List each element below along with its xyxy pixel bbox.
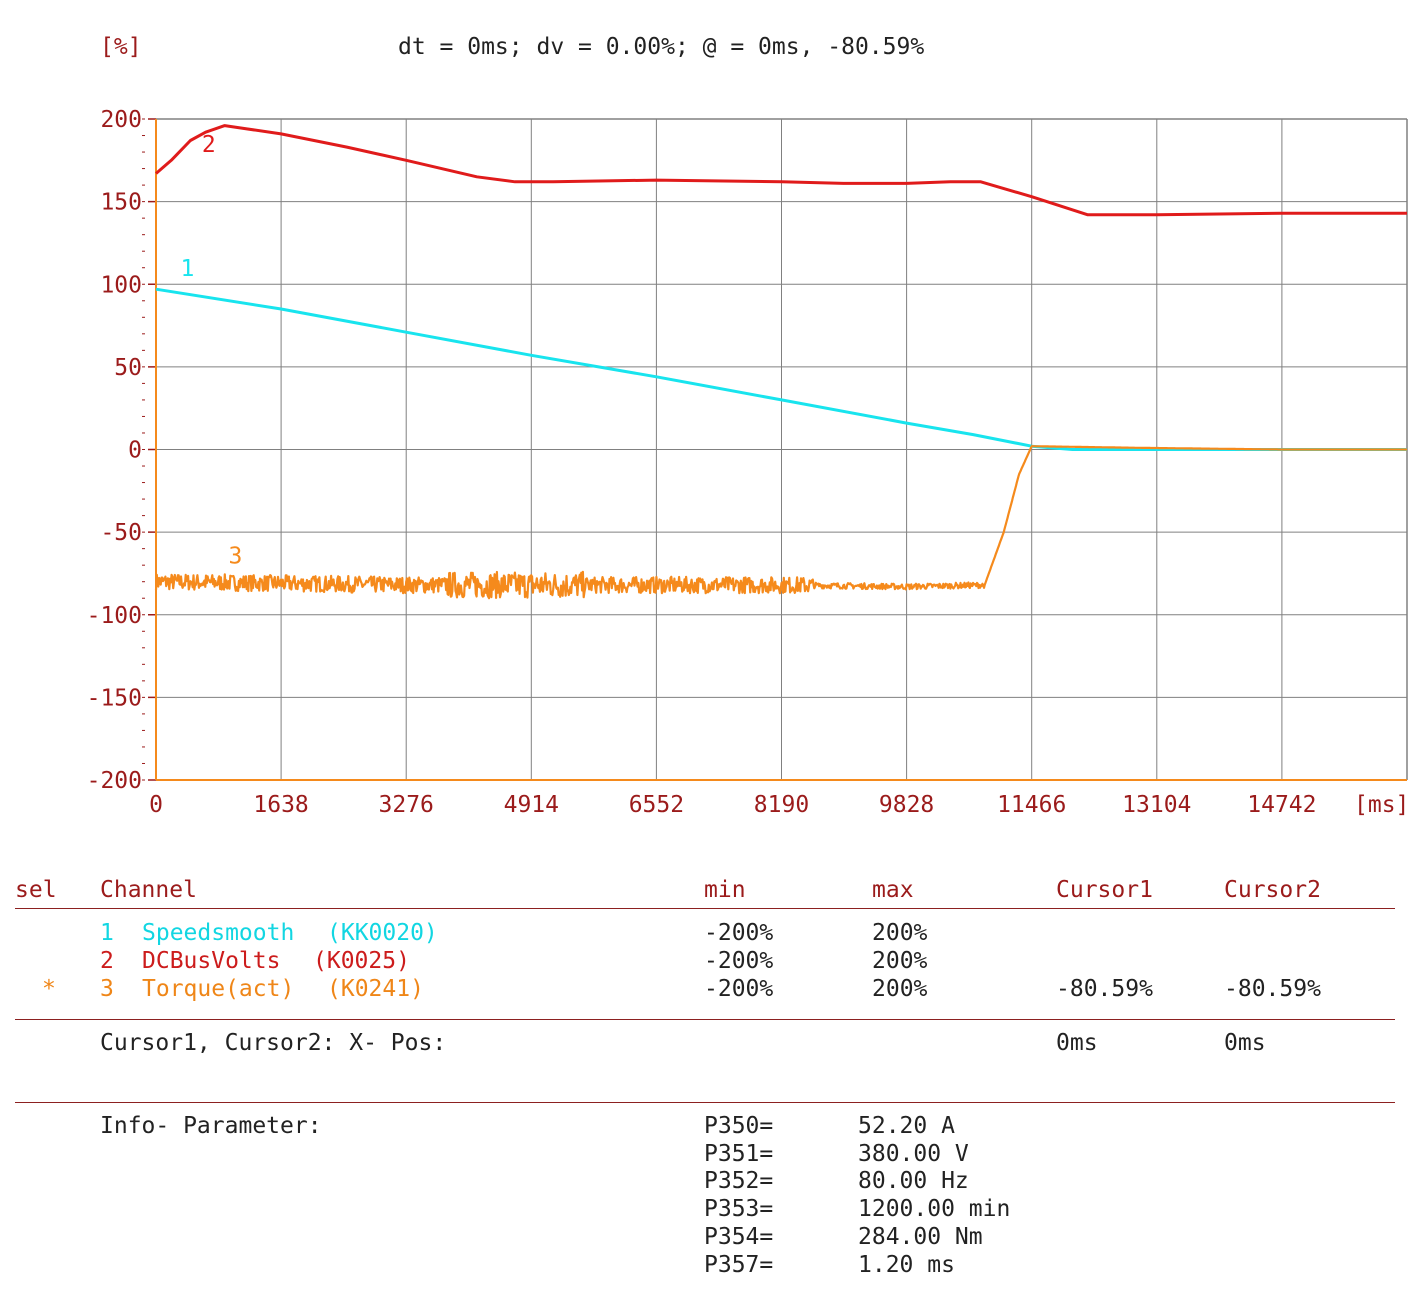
series-number-labels: 1 2 3 bbox=[180, 132, 242, 569]
series-label-1: 1 bbox=[180, 256, 194, 282]
param-value: 52.20 A bbox=[858, 1113, 955, 1139]
param-name: P351= bbox=[704, 1141, 774, 1167]
channel-max: 200% bbox=[872, 948, 928, 974]
x-tick-label: 3276 bbox=[379, 792, 434, 818]
param-value: 284.00 Nm bbox=[858, 1224, 983, 1250]
y-minor-ticks bbox=[142, 118, 145, 781]
trace-chart[interactable]: 200 150 100 50 0 -50 -100 -150 -200 0 1638 3276 491… bbox=[0, 0, 1424, 860]
channel-min: -200% bbox=[704, 948, 774, 974]
param-name: P354= bbox=[704, 1224, 774, 1250]
y-tick-label: -200 bbox=[87, 768, 142, 794]
param-name: P357= bbox=[704, 1252, 774, 1278]
x-tick-label: 11466 bbox=[997, 792, 1066, 818]
series-label-2: 2 bbox=[202, 132, 216, 158]
cursor2-x-pos: 0ms bbox=[1224, 1030, 1266, 1056]
x-tick-label: 4914 bbox=[504, 792, 559, 818]
x-tick-label: 0 bbox=[149, 792, 163, 818]
cursor-pos-label: Cursor1, Cursor2: X- Pos: bbox=[100, 1030, 447, 1056]
param-name: P353= bbox=[704, 1196, 774, 1222]
channel-min: -200% bbox=[704, 976, 774, 1002]
y-tick-label: 100 bbox=[100, 272, 142, 298]
y-tick-label: 50 bbox=[114, 355, 142, 381]
channel-max: 200% bbox=[872, 920, 928, 946]
x-tick-label: 13104 bbox=[1122, 792, 1191, 818]
param-value: 1200.00 min bbox=[858, 1196, 1011, 1222]
channel-number: 1 bbox=[100, 920, 114, 946]
rows-divider bbox=[15, 1019, 1395, 1020]
header-divider bbox=[15, 908, 1395, 909]
col-header-min: min bbox=[704, 877, 746, 903]
y-tick-label: 0 bbox=[128, 438, 142, 464]
series-line-1[interactable] bbox=[155, 287, 1407, 451]
channel-name: DCBusVolts bbox=[142, 948, 281, 974]
cursor1-x-pos: 0ms bbox=[1056, 1030, 1098, 1056]
x-axis-unit-label: [ms] bbox=[1354, 792, 1409, 818]
row-select-marker: * bbox=[42, 976, 56, 1002]
param-value: 1.20 ms bbox=[858, 1252, 955, 1278]
channel-name: Torque(act) bbox=[142, 976, 295, 1002]
x-tick-label: 14742 bbox=[1247, 792, 1316, 818]
chart-series bbox=[154, 124, 1408, 600]
col-header-sel: sel bbox=[15, 877, 57, 903]
col-header-channel: Channel bbox=[100, 877, 197, 903]
y-tick-label: -150 bbox=[87, 685, 142, 711]
channel-cursor1: -80.59% bbox=[1056, 976, 1153, 1002]
param-value: 380.00 V bbox=[858, 1141, 969, 1167]
param-value: 80.00 Hz bbox=[858, 1168, 969, 1194]
channel-cursor2: -80.59% bbox=[1224, 976, 1321, 1002]
channel-number: 3 bbox=[100, 976, 114, 1002]
x-tick-label: 9828 bbox=[879, 792, 934, 818]
col-header-max: max bbox=[872, 877, 914, 903]
y-tick-label: 200 bbox=[100, 107, 142, 133]
channel-code: (KK0020) bbox=[327, 920, 438, 946]
channel-code: (K0241) bbox=[327, 976, 424, 1002]
col-header-cursor1: Cursor1 bbox=[1056, 877, 1153, 903]
series-line-3[interactable] bbox=[154, 445, 1408, 600]
col-header-cursor2: Cursor2 bbox=[1224, 877, 1321, 903]
x-tick-label: 1638 bbox=[253, 792, 308, 818]
channel-min: -200% bbox=[704, 920, 774, 946]
y-tick-label: 150 bbox=[100, 190, 142, 216]
y-tick-labels: 200 150 100 50 0 -50 -100 -150 -200 bbox=[87, 107, 142, 794]
channel-number: 2 bbox=[100, 948, 114, 974]
y-tick-label: -100 bbox=[87, 603, 142, 629]
channel-max: 200% bbox=[872, 976, 928, 1002]
x-tick-label: 8190 bbox=[754, 792, 809, 818]
y-tick-label: -50 bbox=[100, 520, 142, 546]
info-parameter-label: Info- Parameter: bbox=[100, 1113, 322, 1139]
channel-name: Speedsmooth bbox=[142, 920, 295, 946]
y-unit-label: [%] bbox=[100, 34, 142, 60]
channel-code: (K0025) bbox=[313, 948, 410, 974]
param-name: P350= bbox=[704, 1113, 774, 1139]
series-label-3: 3 bbox=[229, 544, 243, 570]
cursor-divider bbox=[15, 1102, 1395, 1103]
cursor-readout: dt = 0ms; dv = 0.00%; @ = 0ms, -80.59% bbox=[398, 34, 925, 60]
x-tick-label: 6552 bbox=[629, 792, 684, 818]
param-name: P352= bbox=[704, 1168, 774, 1194]
x-tick-labels: 0 1638 3276 4914 6552 8190 9828 11466 13104 14742 bbox=[149, 792, 1316, 818]
series-line-2[interactable] bbox=[155, 124, 1407, 217]
chart-grid bbox=[155, 118, 1407, 781]
